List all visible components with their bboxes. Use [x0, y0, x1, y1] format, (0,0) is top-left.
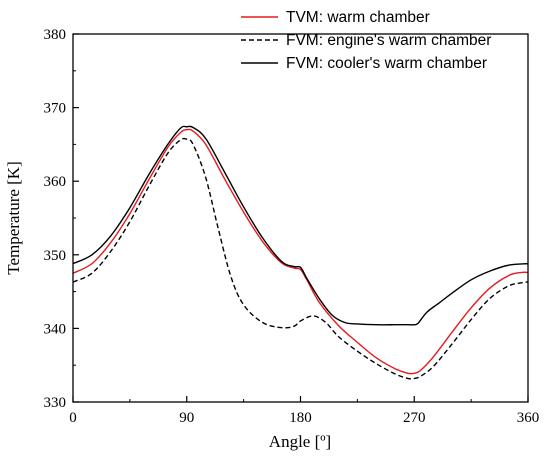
legend-label-1: TVM: warm chamber: [286, 9, 430, 26]
x-axis-title: Angle [º]: [269, 432, 331, 451]
y-tick-label: 340: [44, 321, 67, 337]
x-tick-label: 360: [517, 410, 540, 426]
series-line-1: [72, 128, 529, 375]
x-tick-label: 180: [289, 410, 312, 426]
y-tick-label: 360: [44, 174, 67, 190]
x-tick-label: 90: [179, 410, 194, 426]
plot-lines: [72, 125, 529, 380]
y-axis-ticks: 330 340 350 360 370 380: [44, 27, 79, 411]
y-axis-title: Temperature [K]: [4, 161, 23, 275]
y-tick-label: 370: [44, 101, 67, 117]
legend-label-2: FVM: engine's warm chamber: [286, 32, 491, 49]
legend: TVM: warm chamber FVM: engine's warm cham…: [241, 9, 491, 72]
legend-label-3: FVM: cooler's warm chamber: [286, 55, 487, 72]
y-tick-label: 330: [44, 395, 67, 411]
series-line-2: [72, 137, 529, 380]
x-axis-ticks: 0 90 180 270 360: [69, 396, 539, 426]
x-tick-label: 270: [403, 410, 426, 426]
y-tick-label: 350: [44, 248, 67, 264]
plot-frame: [72, 33, 529, 403]
x-tick-label: 0: [69, 410, 77, 426]
y-tick-label: 380: [44, 27, 67, 43]
series-line-3: [72, 125, 529, 326]
